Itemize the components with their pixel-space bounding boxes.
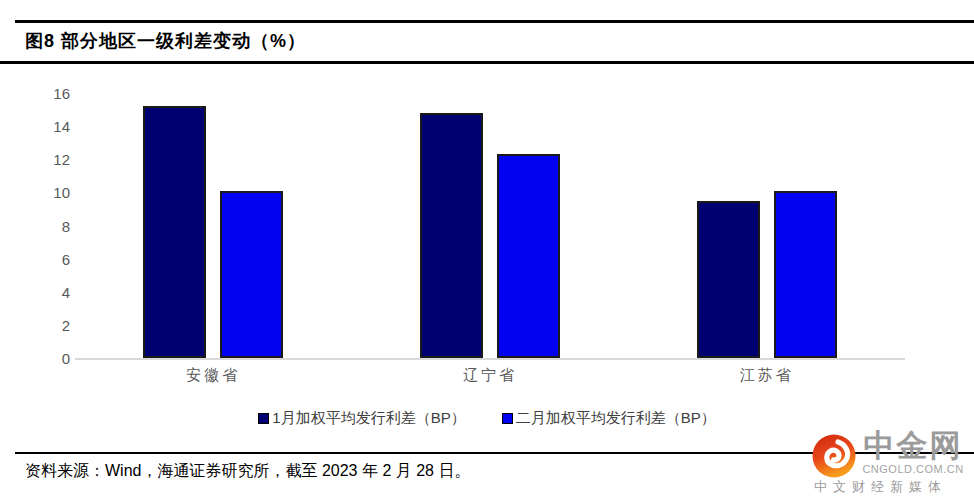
bar-series1-安徽省 — [143, 106, 206, 358]
cngold-tagline-text: 中文财经新媒体 — [814, 478, 970, 496]
x-axis-label: 安徽省 — [75, 366, 352, 385]
y-tick-label: 8 — [26, 218, 70, 235]
cngold-brand-text: 中金网 — [858, 429, 968, 463]
y-tick-label: 12 — [26, 151, 70, 168]
y-tick-label: 6 — [26, 251, 70, 268]
legend-item-series1: 1月加权平均发行利差（BP） — [258, 409, 465, 428]
x-axis-label: 江苏省 — [628, 366, 905, 385]
cngold-domain-text: CNGOLD.COM.CN — [858, 463, 968, 475]
cngold-logo-icon — [812, 434, 856, 478]
y-tick-label: 0 — [26, 350, 70, 367]
y-tick-label: 10 — [26, 184, 70, 201]
bar-series1-辽宁省 — [420, 113, 483, 358]
x-axis-label: 辽宁省 — [352, 366, 629, 385]
legend-label-series1: 1月加权平均发行利差（BP） — [272, 409, 465, 428]
y-tick-label: 4 — [26, 284, 70, 301]
title-top-rule — [15, 20, 974, 23]
bar-series2-安徽省 — [220, 191, 283, 358]
bar-group-3 — [628, 93, 905, 358]
bar-group-1 — [75, 93, 352, 358]
legend: 1月加权平均发行利差（BP） 二月加权平均发行利差（BP） — [0, 409, 974, 428]
title-bottom-rule — [0, 61, 974, 64]
figure-title: 图8 部分地区一级利差变动（%） — [25, 29, 306, 53]
y-tick-label: 2 — [26, 317, 70, 334]
bar-groups — [75, 93, 905, 358]
legend-label-series2: 二月加权平均发行利差（BP） — [516, 409, 716, 428]
legend-item-series2: 二月加权平均发行利差（BP） — [502, 409, 716, 428]
plot-area — [75, 93, 905, 360]
bar-series2-辽宁省 — [497, 154, 560, 358]
legend-swatch-series2-icon — [502, 413, 513, 424]
y-tick-label: 16 — [26, 85, 70, 102]
bar-series1-江苏省 — [697, 201, 760, 358]
y-tick-label: 14 — [26, 118, 70, 135]
bar-group-2 — [352, 93, 629, 358]
source-note: 资料来源：Wind，海通证券研究所，截至 2023 年 2 月 28 日。 — [25, 461, 470, 482]
x-axis-labels: 安徽省辽宁省江苏省 — [75, 366, 905, 385]
figure-page: 图8 部分地区一级利差变动（%） 0 2 4 6 8 10 12 14 16 安徽省辽宁省江苏省… — [0, 0, 974, 502]
bar-series2-江苏省 — [774, 191, 837, 358]
cngold-watermark: 中金网 CNGOLD.COM.CN 中文财经新媒体 — [812, 429, 970, 497]
y-axis: 0246810121416 — [26, 93, 70, 358]
legend-swatch-series1-icon — [258, 413, 269, 424]
